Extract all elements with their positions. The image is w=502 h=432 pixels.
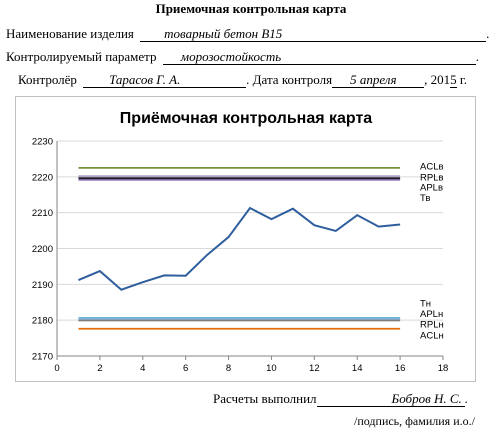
y-tick-label: 2170 [32, 352, 53, 363]
controller-field: Тарасов Г. А. [83, 72, 247, 88]
chart-title: Приёмочная контрольная карта [120, 110, 373, 127]
legend-label: RPLв [420, 172, 444, 183]
y-tick-label: 2180 [32, 316, 53, 327]
x-tick-label: 8 [226, 363, 231, 374]
x-tick-label: 4 [140, 363, 145, 374]
legend-label: ACLв [420, 162, 444, 173]
controller-label: Контролёр [18, 72, 77, 87]
controller-row: Контролёр Тарасов Г. А.. Дата контроля 5 … [18, 72, 467, 88]
x-tick-label: 14 [352, 363, 363, 374]
document-title: Приемочная контрольная карта [155, 1, 347, 16]
y-tick-label: 2190 [32, 280, 53, 291]
product-field: товарный бетон В15 [140, 26, 487, 42]
calc-field: Бобров Н. С. [316, 391, 465, 407]
control-chart: Приёмочная контрольная карта217021802190… [32, 110, 449, 374]
date-label: Дата контроля [252, 72, 333, 87]
parameter-value: морозостойкость [180, 49, 282, 64]
legend-label: APLн [420, 309, 443, 320]
year-prefix: 201 [430, 72, 451, 87]
date-field: 5 апреля [332, 72, 425, 88]
x-tick-label: 10 [266, 363, 277, 374]
y-tick-label: 2210 [32, 208, 53, 219]
parameter-field: морозостойкость [162, 49, 476, 65]
parameter-row: Контролируемый параметр морозостойкость. [6, 49, 480, 65]
product-label: Наименование изделия [6, 26, 134, 41]
signature-row: Расчеты выполнил Бобров Н. С.. [213, 391, 468, 407]
calc-label: Расчеты выполнил [213, 391, 317, 406]
x-tick-label: 0 [54, 363, 59, 374]
legend-label: APLв [420, 183, 443, 194]
y-tick-label: 2220 [32, 172, 53, 183]
year-digit: 5 [450, 72, 457, 88]
legend-label: ACLн [420, 330, 444, 341]
signature-caption: /подпись, фамилия и.о./ [354, 414, 475, 428]
data-series-line [78, 206, 401, 291]
chart-area: Приёмочная контрольная карта 2170 2180 2190… [15, 96, 476, 382]
y-tick-label: 2230 [32, 137, 53, 148]
product-value: товарный бетон В15 [164, 26, 283, 41]
x-tick-label: 16 [395, 363, 406, 374]
calc-value: Бобров Н. С. [391, 391, 462, 406]
date-value: 5 апреля [350, 72, 397, 87]
x-tick-label: 2 [97, 363, 102, 374]
x-tick-label: 18 [438, 363, 449, 374]
parameter-label: Контролируемый параметр [6, 49, 157, 64]
y-tick-label: 2200 [32, 244, 53, 255]
x-tick-label: 12 [309, 363, 320, 374]
legend-label: Тн [420, 298, 431, 309]
x-tick-label: 6 [183, 363, 188, 374]
legend-label: RPLн [420, 320, 444, 331]
controller-value: Тарасов Г. А. [109, 72, 181, 87]
year-suffix: г. [456, 72, 467, 87]
product-row: Наименование изделия товарный бетон В15. [6, 26, 490, 42]
legend-label: Тв [420, 193, 430, 204]
